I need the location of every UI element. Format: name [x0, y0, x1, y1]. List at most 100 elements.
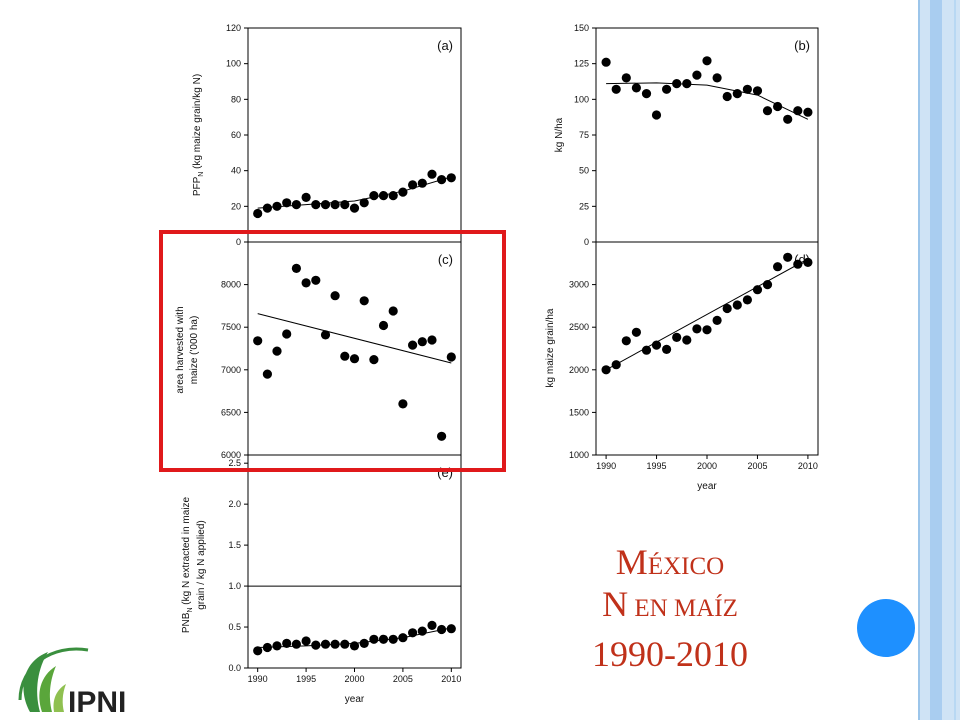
- data-point: [311, 200, 321, 210]
- data-point: [773, 101, 783, 112]
- data-point: [388, 191, 398, 201]
- data-point: [783, 252, 793, 262]
- x-tick-label: 1995: [296, 674, 316, 684]
- data-point: [641, 345, 652, 355]
- data-point: [762, 280, 773, 290]
- data-point: [311, 275, 321, 285]
- data-point: [611, 360, 621, 370]
- data-point: [752, 86, 763, 96]
- data-point: [437, 431, 447, 441]
- data-point: [408, 340, 418, 350]
- data-point: [662, 84, 672, 94]
- ylabel-main: PFP: [192, 176, 203, 196]
- y-tick-label: 20: [231, 201, 241, 211]
- data-point: [427, 335, 437, 345]
- panel-frame: [247, 454, 462, 669]
- y-tick-label: 0.5: [228, 622, 241, 632]
- y-axis-label-c2: maize ('000 ha): [189, 316, 200, 385]
- data-point: [793, 259, 803, 269]
- data-point: [672, 79, 682, 89]
- data-point: [359, 198, 369, 208]
- x-tick-label: 2010: [798, 461, 818, 471]
- data-point: [742, 84, 753, 94]
- data-point: [291, 263, 301, 273]
- chart-panel-a: 0 20 40 60 80 100 120 (a): [226, 23, 462, 247]
- data-point: [427, 620, 437, 631]
- data-point: [282, 198, 292, 208]
- data-point: [253, 646, 263, 656]
- data-point: [752, 285, 763, 295]
- data-point: [692, 324, 702, 334]
- ylabel-rest: (kg maize grain/kg N): [192, 74, 203, 172]
- x-tick-label: 2000: [344, 674, 364, 684]
- ylabel-line2: grain / kg N applied): [196, 520, 207, 610]
- chart-panel-b: 0 25 50 75 100 125 150 (b): [574, 23, 819, 247]
- y-axis-label-b: kg N/ha: [554, 117, 565, 152]
- data-point: [601, 57, 611, 67]
- y-tick-label: 1.0: [228, 581, 241, 591]
- data-point: [672, 332, 682, 342]
- data-point: [762, 106, 773, 116]
- data-point: [378, 634, 389, 644]
- highlight-box: [159, 230, 506, 472]
- panel-label: (a): [437, 38, 453, 53]
- panel-frame: [595, 241, 819, 456]
- data-point: [611, 84, 621, 94]
- data-point: [446, 173, 456, 183]
- y-tick-label: 100: [574, 94, 589, 104]
- logo-text: IPNI: [68, 686, 126, 719]
- data-point: [301, 278, 311, 288]
- data-point: [601, 365, 611, 375]
- data-point: [349, 354, 360, 364]
- y-tick-label: 1000: [569, 450, 589, 460]
- data-point: [262, 642, 272, 653]
- sidebar-stripe-mid: [930, 0, 942, 720]
- data-point: [320, 200, 331, 210]
- data-point: [291, 200, 301, 210]
- data-point: [282, 329, 292, 339]
- panel-label: (c): [438, 252, 453, 267]
- data-point: [437, 624, 447, 635]
- y-tick-label: 0: [584, 237, 589, 247]
- ylabel: kg N/ha: [554, 117, 565, 152]
- data-point: [621, 336, 631, 346]
- data-point: [803, 257, 813, 267]
- y-tick-label: 1.5: [228, 540, 241, 550]
- y-tick-label: 8000: [221, 280, 241, 290]
- slide-title-line2: N EN MAÍZ: [602, 584, 738, 624]
- chart-panel-c: 6000 6500 7000 7500 8000 (c): [221, 241, 462, 460]
- data-point: [301, 192, 311, 202]
- data-point: [301, 636, 311, 646]
- ylabel-line2: maize ('000 ha): [189, 316, 200, 385]
- slide-title-line3: 1990-2010: [592, 634, 748, 674]
- data-point: [311, 640, 321, 650]
- data-point: [282, 638, 292, 649]
- data-point: [631, 327, 642, 337]
- y-tick-label: 80: [231, 94, 241, 104]
- data-point: [398, 399, 408, 409]
- ylabel-main: PNB: [181, 612, 192, 633]
- data-point: [262, 369, 272, 379]
- x-tick-label: 1995: [647, 461, 667, 471]
- y-tick-label: 1500: [569, 407, 589, 417]
- data-point: [291, 639, 301, 649]
- data-point: [349, 203, 360, 213]
- charts-layer: 0 20 40 60 80 100 120 (a) 0 25 50 75 100 125 150 (b) 600…: [175, 23, 819, 705]
- data-point: [692, 70, 702, 80]
- x-axis-label: year: [697, 481, 717, 492]
- logo-leaf-outer: [23, 652, 48, 712]
- y-tick-label: 150: [574, 23, 589, 33]
- ipni-logo: IPNI: [18, 647, 126, 719]
- data-point: [437, 175, 447, 185]
- data-point: [732, 300, 742, 310]
- y-tick-label: 120: [226, 23, 241, 33]
- data-point: [272, 346, 282, 356]
- panel-label: (e): [437, 465, 453, 480]
- data-point: [662, 344, 672, 354]
- data-point: [651, 340, 662, 350]
- title-line1-initial: M: [616, 542, 648, 582]
- y-tick-label: 75: [579, 130, 589, 140]
- data-point: [408, 628, 418, 638]
- data-point: [398, 633, 408, 643]
